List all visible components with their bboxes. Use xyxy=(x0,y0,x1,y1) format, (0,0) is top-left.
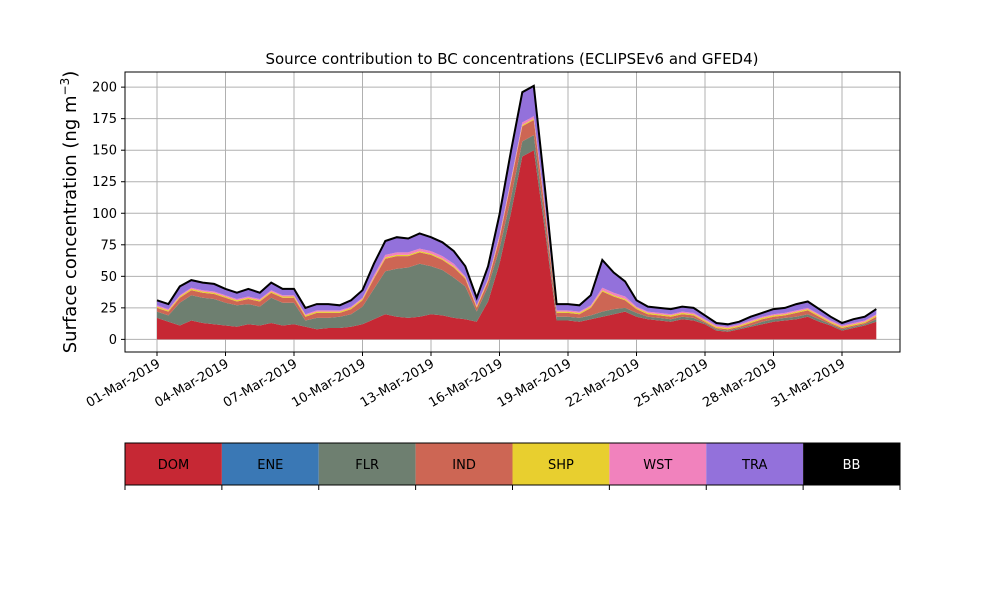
area-ind xyxy=(157,119,877,331)
x-tick-label: 19-Mar-2019 xyxy=(495,356,574,410)
area-dom xyxy=(157,150,877,340)
legend-swatch-wst xyxy=(609,443,707,485)
x-tick-label: 25-Mar-2019 xyxy=(632,356,711,410)
legend-swatch-flr xyxy=(318,443,416,485)
legend-label-wst: WST xyxy=(643,458,672,473)
y-tick-label: 200 xyxy=(92,81,117,96)
y-tick-label: 100 xyxy=(92,207,117,222)
y-tick-label: 175 xyxy=(92,112,117,127)
legend-frame xyxy=(124,442,901,486)
x-tick-label: 13-Mar-2019 xyxy=(358,356,437,410)
total-line xyxy=(156,84,877,326)
y-tick-label: 50 xyxy=(100,270,117,285)
y-tick-label: 75 xyxy=(100,238,117,253)
x-tick-label: 01-Mar-2019 xyxy=(84,356,163,410)
legend-swatch-bb xyxy=(803,443,900,485)
y-tick-label: 25 xyxy=(100,301,117,316)
legend-label-ind: IND xyxy=(452,458,476,473)
legend-swatch-tra xyxy=(706,443,804,485)
legend-label-tra: TRA xyxy=(741,458,767,473)
colorbar-legend: DOM ENE FLR IND SHP WST TRA BB xyxy=(124,442,901,490)
legend-label-ene: ENE xyxy=(257,458,283,473)
x-tick-label: 28-Mar-2019 xyxy=(700,356,779,410)
legend-swatch-shp xyxy=(512,443,610,485)
y-tick-label: 0 xyxy=(109,333,117,348)
legend-label-flr: FLR xyxy=(355,458,379,473)
legend-swatch-ind xyxy=(415,443,513,485)
legend-swatch-ene xyxy=(221,443,319,485)
area-flr xyxy=(157,135,877,332)
y-tick-label: 150 xyxy=(92,144,117,159)
legend-label-shp: SHP xyxy=(548,458,574,473)
x-tick-label: 10-Mar-2019 xyxy=(289,356,368,410)
x-tick-label: 16-Mar-2019 xyxy=(426,356,505,410)
chart-title: Source contribution to BC concentrations… xyxy=(265,50,758,68)
plot-frame xyxy=(124,71,901,353)
legend-label-dom: DOM xyxy=(158,458,189,473)
y-tick-label: 125 xyxy=(92,175,117,190)
x-tick-label: 22-Mar-2019 xyxy=(563,356,642,410)
legend-label-bb: BB xyxy=(843,458,861,473)
x-tick-label: 04-Mar-2019 xyxy=(152,356,231,410)
y-axis: 0 25 50 75 100 125 150 175 200 xyxy=(92,81,125,348)
x-axis: 01-Mar-201904-Mar-201907-Mar-201910-Mar-… xyxy=(84,352,848,411)
total-concentration-line xyxy=(156,84,877,326)
y-axis-label: Surface concentration (ng m−3) xyxy=(58,71,81,354)
x-tick-label: 07-Mar-2019 xyxy=(221,356,300,410)
legend-swatch-dom xyxy=(125,443,222,485)
x-tick-label: 31-Mar-2019 xyxy=(769,356,848,410)
